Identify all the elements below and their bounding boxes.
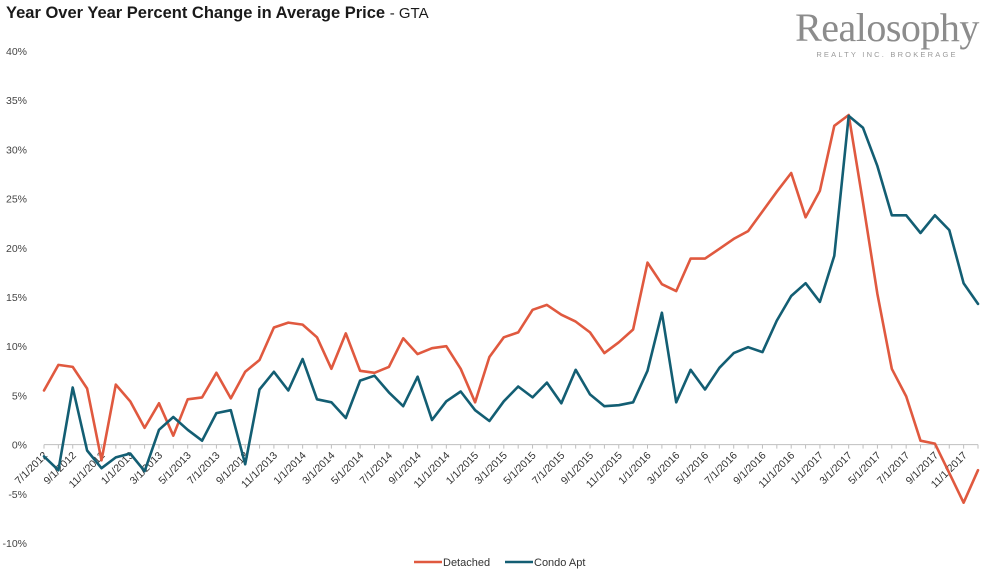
logo-tagline: REALTY INC. BROKERAGE bbox=[816, 50, 958, 59]
x-axis-labels: 7/1/20129/1/201211/1/20121/1/20133/1/201… bbox=[13, 450, 970, 491]
y-tick-label: 40% bbox=[6, 46, 27, 58]
y-tick-label: -10% bbox=[2, 538, 27, 550]
y-tick-label: 5% bbox=[12, 390, 27, 402]
y-tick-label: -5% bbox=[8, 489, 27, 501]
y-tick-label: 35% bbox=[6, 95, 27, 107]
chart-subtitle: - GTA bbox=[389, 5, 429, 22]
y-axis: -10% -5% 0% 5% 10% 15% 20% 25% 30% 35% 40% bbox=[2, 46, 27, 550]
series-line-detached bbox=[42, 113, 980, 504]
chart-title: Year Over Year Percent Change in Average… bbox=[6, 4, 429, 23]
y-tick-label: 10% bbox=[6, 341, 27, 353]
y-tick-label: 0% bbox=[12, 440, 27, 452]
brand-logo: Realosophy REALTY INC. BROKERAGE bbox=[792, 5, 982, 60]
chart-title-text: Year Over Year Percent Change in Average… bbox=[6, 4, 386, 22]
logo-wordmark: Realosophy bbox=[795, 5, 979, 50]
y-tick-label: 25% bbox=[6, 194, 27, 206]
series-line-condo-apt bbox=[42, 114, 980, 473]
y-tick-label: 20% bbox=[6, 243, 27, 255]
legend: Detached Condo Apt bbox=[414, 557, 585, 569]
x-axis bbox=[43, 444, 979, 449]
legend-label: Condo Apt bbox=[534, 557, 585, 569]
legend-label: Detached bbox=[443, 557, 490, 569]
y-tick-label: 15% bbox=[6, 292, 27, 304]
series-group bbox=[42, 113, 980, 504]
y-tick-label: 30% bbox=[6, 144, 27, 156]
